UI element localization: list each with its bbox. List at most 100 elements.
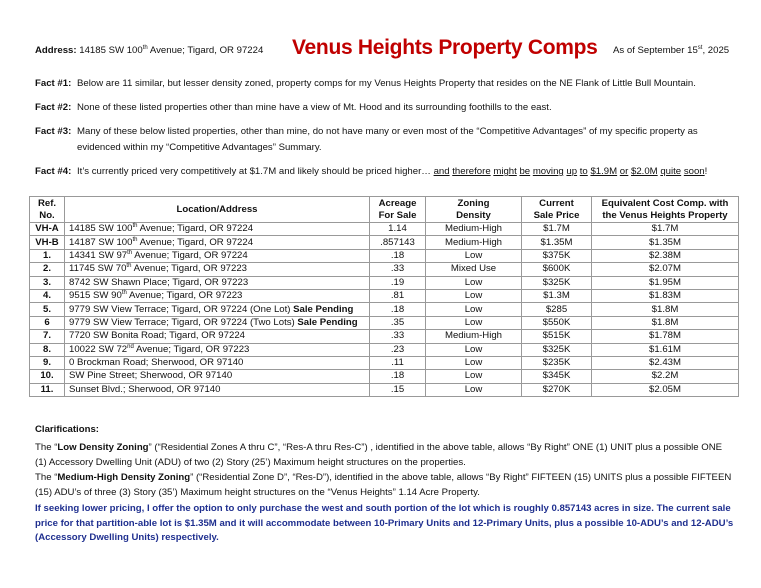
- fact-1: Fact #1: Below are 11 similar, but lesser…: [35, 78, 696, 89]
- address-cell: 14187 SW 100th Avenue; Tigard, OR 97224: [64, 235, 370, 250]
- address-cell: Sunset Blvd.; Sherwood, OR 97140: [64, 382, 370, 398]
- zoning-cell: Low: [425, 275, 522, 290]
- address-text: Avenue; Tigard, OR 97223: [126, 290, 243, 302]
- header-text: the Venus Heights Property: [602, 209, 728, 221]
- property-comps-table: Ref. No. Location/Address Acreage For Sale Zo…: [29, 196, 739, 398]
- table-row: 8. 10022 SW 72nd Avenue; Tigard, OR 97223…: [29, 342, 739, 357]
- zoning-cell: Medium-High: [425, 221, 522, 237]
- ref-cell: 3.: [29, 275, 65, 290]
- address-cell: 8742 SW Shawn Place; Tigard, OR 97223: [64, 275, 370, 290]
- underlined-word: moving: [532, 166, 564, 177]
- zoning-cell: Low: [425, 248, 522, 264]
- address-cell: 14185 SW 100th Avenue; Tigard, OR 97224: [64, 221, 370, 237]
- sale-pending-note: Sale Pending: [293, 303, 354, 315]
- table-header-row: Ref. No. Location/Address Acreage For Sale Zo…: [29, 196, 739, 223]
- equivalent-cost-cell: $1.95M: [591, 275, 739, 290]
- zoning-cell: Low: [425, 342, 522, 357]
- text: The “: [35, 472, 58, 483]
- table-row: 5. 9779 SW View Terrace; Tigard, OR 97224…: [29, 302, 739, 317]
- fact-text: None of these listed properties other th…: [77, 102, 552, 113]
- address-text: SW Pine Street; Sherwood, OR 97140: [69, 370, 233, 382]
- address-text: 7720 SW Bonita Road; Tigard, OR 97224: [69, 330, 245, 342]
- as-of-date: As of September 15st, 2025: [613, 45, 729, 56]
- fact-text: Below are 11 similar, but lesser density…: [77, 78, 696, 89]
- price-cell: $1.3M: [521, 288, 592, 304]
- equivalent-cost-cell: $1.8M: [591, 315, 739, 331]
- price-cell: $235K: [521, 355, 592, 371]
- fact-text: It’s currently priced very competitively…: [77, 166, 434, 177]
- column-header: Equivalent Cost Comp. with the Venus Heig…: [591, 196, 739, 223]
- equivalent-cost-cell: $1.61M: [591, 342, 739, 357]
- table-row: 3. 8742 SW Shawn Place; Tigard, OR 97223.…: [29, 275, 739, 290]
- ordinal-suffix: th: [132, 236, 138, 243]
- header-text: Equivalent Cost Comp. with: [601, 197, 729, 209]
- ref-cell: VH-B: [29, 235, 65, 250]
- equivalent-cost-cell: $1.78M: [591, 329, 739, 344]
- ordinal-suffix: th: [127, 249, 133, 256]
- date-text: As of September 15: [613, 45, 698, 56]
- address-text: 0 Brockman Road; Sherwood, OR 97140: [69, 357, 244, 369]
- equivalent-cost-cell: $1.7M: [591, 221, 739, 237]
- price-cell: $515K: [521, 329, 592, 344]
- address-cell: 9779 SW View Terrace; Tigard, OR 97224 (…: [64, 315, 370, 331]
- header-text: Location/Address: [176, 203, 258, 215]
- table-row: 11. Sunset Blvd.; Sherwood, OR 97140 .15 Lo…: [29, 382, 739, 398]
- price-cell: $325K: [521, 342, 592, 357]
- sale-pending-note: Sale Pending: [297, 316, 358, 328]
- underlined-word: to: [579, 166, 588, 177]
- acreage-cell: .33: [369, 329, 426, 344]
- ref-cell: 10.: [29, 369, 65, 384]
- text: The “: [35, 442, 58, 453]
- address-text: 10022 SW 72: [69, 343, 128, 355]
- table-row: 9. 0 Brockman Road; Sherwood, OR 97140 .11…: [29, 355, 739, 371]
- ref-cell: 5.: [29, 302, 65, 317]
- equivalent-cost-cell: $2.2M: [591, 369, 739, 384]
- term: Medium-High Density Zoning: [57, 472, 191, 483]
- acreage-cell: .18: [369, 248, 426, 264]
- ref-cell: 7.: [29, 329, 65, 344]
- column-header: Acreage For Sale: [369, 196, 426, 223]
- acreage-cell: .857143: [369, 235, 426, 250]
- acreage-cell: .15: [369, 382, 426, 398]
- table-row: 7. 7720 SW Bonita Road; Tigard, OR 97224.…: [29, 329, 739, 344]
- address-cell: 9515 SW 90th Avenue; Tigard, OR 97223: [64, 288, 370, 304]
- underlined-word: or: [619, 166, 629, 177]
- fact-2: Fact #2: None of these listed properties …: [35, 102, 552, 113]
- address-text: 14341 SW 97: [69, 249, 128, 261]
- fact-label: Fact #1:: [35, 78, 72, 89]
- equivalent-cost-cell: $2.07M: [591, 262, 739, 277]
- equivalent-cost-cell: $1.35M: [591, 235, 739, 250]
- ref-cell: 9.: [29, 355, 65, 371]
- header-text: Sale Price: [533, 209, 580, 221]
- equivalent-cost-cell: $1.83M: [591, 288, 739, 304]
- ref-cell: VH-A: [29, 221, 65, 237]
- address-text: 14185 SW 100: [69, 223, 133, 235]
- address-cell: 10022 SW 72nd Avenue; Tigard, OR 97223: [64, 342, 370, 357]
- underlined-word: soon: [683, 166, 705, 177]
- address-text: 9515 SW 90: [69, 290, 122, 302]
- text: ” (“Residential Zone D”, “Res-D”), ident…: [35, 472, 732, 498]
- address-text-end: Avenue; Tigard, OR 97224: [147, 45, 264, 56]
- fact-underlined-words: and therefore might be moving up to $1.9…: [434, 166, 705, 177]
- price-cell: $1.7M: [521, 221, 592, 237]
- zoning-cell: Medium-High: [425, 235, 522, 250]
- address-text: Avenue; Tigard, OR 97223: [133, 343, 250, 355]
- ref-cell: 8.: [29, 342, 65, 357]
- price-cell: $600K: [521, 262, 592, 277]
- price-cell: $345K: [521, 369, 592, 384]
- header-address: Address: 14185 SW 100th Avenue; Tigard, …: [35, 45, 263, 56]
- price-cell: $550K: [521, 315, 592, 331]
- ref-cell: 11.: [29, 382, 65, 398]
- fact-label: Fact #3:: [35, 126, 72, 137]
- equivalent-cost-cell: $2.43M: [591, 355, 739, 371]
- address-text: 9779 SW View Terrace; Tigard, OR 97224 (…: [69, 316, 298, 328]
- table-row: VH-A 14185 SW 100th Avenue; Tigard, OR 97…: [29, 221, 739, 237]
- address-cell: 7720 SW Bonita Road; Tigard, OR 97224: [64, 329, 370, 344]
- underlined-word: be: [519, 166, 531, 177]
- address-text: Avenue; Tigard, OR 97224: [132, 249, 248, 261]
- table-row: 10. SW Pine Street; Sherwood, OR 97140 .18…: [29, 369, 739, 384]
- header-text: Current: [539, 197, 574, 209]
- table-row: 2. 11745 SW 70th Avenue; Tigard, OR 97223…: [29, 262, 739, 277]
- address-text: Sunset Blvd.; Sherwood, OR 97140: [69, 383, 221, 395]
- equivalent-cost-cell: $2.05M: [591, 382, 739, 398]
